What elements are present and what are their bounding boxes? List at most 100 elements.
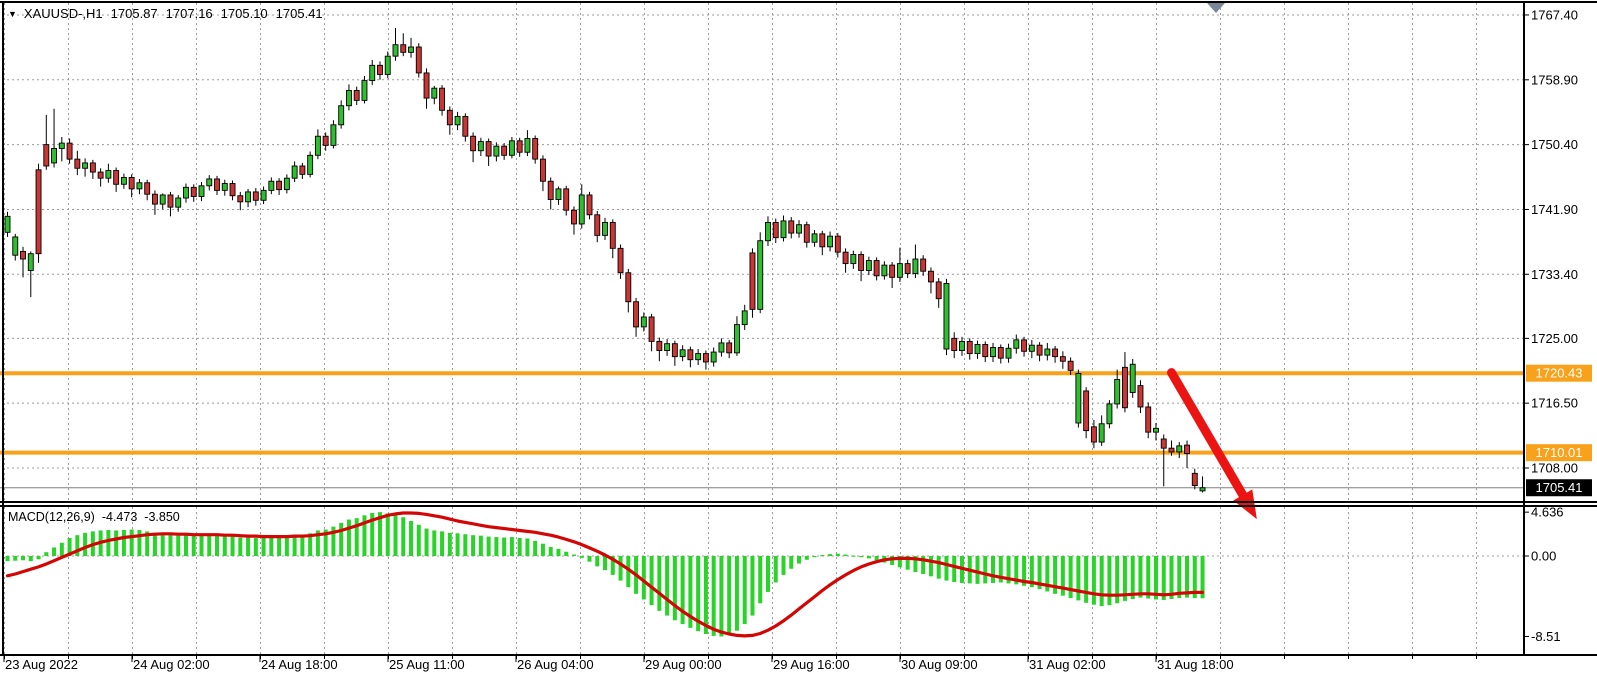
macd-bar [168, 535, 173, 556]
macd-bar [1045, 555, 1050, 592]
macd-bar [1022, 555, 1027, 586]
candle [586, 191, 593, 220]
candle [811, 230, 818, 247]
candle-body [532, 138, 539, 160]
candle-body [1013, 339, 1020, 349]
macd-bar [688, 555, 693, 628]
candle [35, 163, 42, 263]
candle [508, 136, 515, 159]
macd-bar [781, 555, 786, 575]
candle-body [1129, 363, 1136, 393]
candle [43, 114, 50, 170]
candle-body [4, 215, 11, 233]
macd-bar [323, 529, 328, 556]
macd-axis[interactable]: 4.636 0.00 -8.51 [1524, 505, 1564, 644]
candle [741, 304, 748, 330]
candle [796, 220, 802, 238]
candle [718, 338, 725, 357]
candle-body [920, 258, 927, 272]
chart-shift-marker-icon[interactable] [1207, 3, 1225, 13]
price-axis-label: 1741.90 [1531, 202, 1578, 217]
candle-body [772, 221, 779, 239]
macd-bar [711, 555, 716, 636]
candle [27, 251, 34, 298]
candle [283, 174, 290, 194]
candle-body [43, 144, 50, 167]
macd-bar [75, 535, 80, 556]
candle [431, 85, 438, 105]
macd-bar [641, 555, 646, 600]
candle-body [633, 301, 640, 328]
vertical-gridlines [4, 3, 1477, 655]
candle-body [1059, 356, 1066, 362]
candle [105, 163, 112, 183]
price-axis-label: 1750.40 [1531, 137, 1578, 152]
candle-body [1090, 426, 1097, 443]
macd-bar [145, 531, 150, 556]
candle-body [586, 194, 593, 216]
macd-bar [1099, 555, 1104, 607]
candle [159, 193, 166, 210]
candle [446, 106, 453, 135]
candle [229, 180, 236, 201]
candle-body [307, 154, 314, 175]
macd-bar [983, 555, 988, 584]
candle-body [896, 263, 903, 278]
candle [959, 336, 965, 356]
trend-arrow[interactable] [1167, 368, 1257, 520]
candle-body [1121, 366, 1128, 409]
macd-bar [222, 535, 227, 556]
candle-body [602, 221, 608, 236]
macd-bar [719, 555, 724, 637]
candle [493, 142, 500, 162]
price-axis-label: 1733.40 [1531, 267, 1578, 282]
candle [679, 345, 686, 362]
candle-body [260, 189, 267, 201]
macd-bar [750, 555, 755, 616]
symbol-dropdown-icon[interactable]: ▼ [8, 9, 17, 19]
candle-body [361, 80, 368, 101]
candle [20, 246, 26, 278]
time-axis[interactable]: 23 Aug 2022 24 Aug 02:00 24 Aug 18:00 25 Au… [3, 655, 1477, 672]
candle [423, 68, 430, 109]
candle-body [113, 170, 120, 185]
macd-bar [1153, 555, 1158, 600]
candle [578, 184, 585, 229]
macd-main-value: -4.473 [101, 510, 138, 524]
candle [501, 143, 508, 160]
candle-body [338, 105, 345, 126]
candle [873, 257, 880, 281]
macd-bar [1107, 555, 1112, 606]
time-axis-label: 25 Aug 11:00 [389, 657, 465, 672]
macd-bar [455, 533, 460, 556]
candle-body [377, 64, 383, 75]
candle-body [268, 180, 275, 191]
candle [943, 278, 950, 356]
candle [74, 150, 81, 176]
price-axis-label: 1767.40 [1531, 7, 1578, 22]
macd-bar [440, 531, 445, 556]
candle-body [151, 193, 158, 205]
macd-bar [447, 532, 452, 556]
candle-body [27, 253, 34, 271]
candle-body [788, 220, 795, 234]
candle [268, 177, 275, 195]
candle-body [1005, 347, 1012, 359]
macd-bar [1076, 555, 1081, 601]
candle-body [733, 324, 740, 354]
ohlc-high: 1707.16 [165, 6, 213, 21]
candle-body [780, 220, 787, 239]
price-badge-bg [1526, 364, 1592, 382]
macd-bar [1185, 555, 1190, 598]
price-axis[interactable]: 1767.40 1758.90 1750.40 1741.90 1733.40 1725.… [1524, 7, 1592, 497]
macd-bar [626, 555, 631, 588]
candle-body [1184, 444, 1190, 454]
candle-body [1114, 379, 1121, 405]
candle [384, 51, 391, 79]
candle [648, 313, 655, 352]
macd-bar [975, 555, 980, 584]
macd-bar [230, 536, 235, 556]
candle [524, 130, 531, 157]
macd-bar [44, 552, 49, 556]
